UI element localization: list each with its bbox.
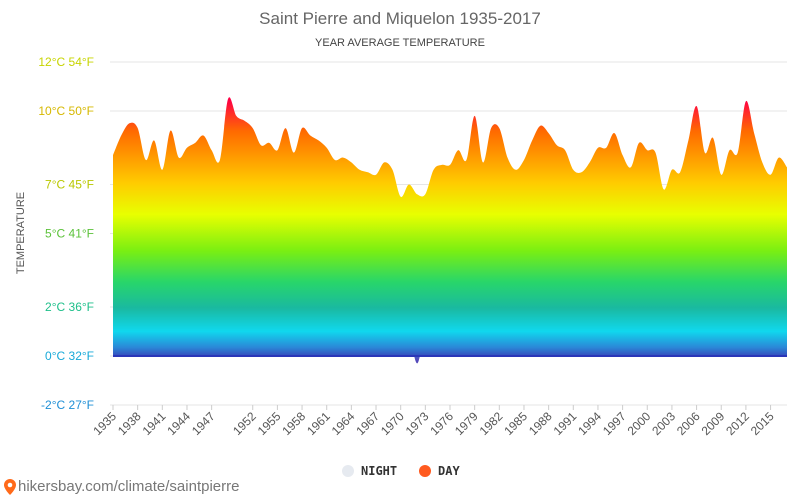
legend-night-label: NIGHT xyxy=(361,464,397,478)
legend: NIGHT DAY xyxy=(342,464,460,478)
x-tick-label: 1985 xyxy=(501,409,530,438)
y-tick-label: 0°C 32°F xyxy=(45,349,94,363)
x-tick-label: 2015 xyxy=(748,409,777,438)
legend-night-marker xyxy=(342,465,354,477)
x-tick-label: 1997 xyxy=(600,409,629,438)
x-tick-label: 1973 xyxy=(403,409,432,438)
x-tick-label: 2003 xyxy=(649,409,678,438)
x-tick-label: 2000 xyxy=(625,409,654,438)
x-tick-label: 1944 xyxy=(164,409,193,438)
x-tick-label: 1988 xyxy=(526,409,555,438)
chart-title: Saint Pierre and Miquelon 1935-2017 xyxy=(259,9,541,28)
legend-day-marker xyxy=(419,465,431,477)
x-tick-label: 1935 xyxy=(90,409,119,438)
y-tick-label: -2°C 27°F xyxy=(41,398,94,412)
x-tick-label: 1941 xyxy=(140,409,169,438)
legend-item-night[interactable]: NIGHT xyxy=(342,464,397,478)
x-tick-label: 2006 xyxy=(674,409,703,438)
x-tick-label: 1964 xyxy=(329,409,358,438)
y-tick-label: 5°C 41°F xyxy=(45,227,94,241)
y-axis-title: TEMPERATURE xyxy=(15,192,27,274)
location-pin-icon xyxy=(4,478,16,495)
source-link[interactable]: hikersbay.com/climate/saintpierre xyxy=(4,478,239,495)
source-text: hikersbay.com/climate/saintpierre xyxy=(18,478,240,495)
x-tick-label: 1976 xyxy=(427,409,456,438)
x-tick-label: 1994 xyxy=(575,409,604,438)
legend-day-label: DAY xyxy=(438,464,460,478)
day-series-area xyxy=(113,97,787,357)
x-tick-label: 1955 xyxy=(255,409,284,438)
x-tick-label: 1938 xyxy=(115,409,144,438)
x-tick-label: 2012 xyxy=(723,409,752,438)
x-tick-label: 1952 xyxy=(230,409,259,438)
y-tick-label: 2°C 36°F xyxy=(45,300,94,314)
x-tick-label: 1991 xyxy=(551,409,580,438)
x-tick-label: 1947 xyxy=(189,409,218,438)
x-tick-label: 1979 xyxy=(452,409,481,438)
night-series-area xyxy=(113,248,787,364)
y-tick-label: 10°C 50°F xyxy=(38,104,94,118)
y-axis-labels: 12°C 54°F 10°C 50°F 7°C 45°F 5°C 41°F 2°C 36… xyxy=(38,55,94,412)
legend-item-day[interactable]: DAY xyxy=(419,464,460,478)
y-tick-label: 7°C 45°F xyxy=(45,178,94,192)
x-tick-label: 1967 xyxy=(353,409,382,438)
y-tick-label: 12°C 54°F xyxy=(38,55,94,69)
x-tick-label: 1970 xyxy=(378,409,407,438)
x-tick-label: 1982 xyxy=(477,409,506,438)
chart-subtitle: YEAR AVERAGE TEMPERATURE xyxy=(315,37,485,49)
x-tick-label: 1958 xyxy=(279,409,308,438)
x-tick-label: 1961 xyxy=(304,409,333,438)
x-tick-label: 2009 xyxy=(699,409,728,438)
